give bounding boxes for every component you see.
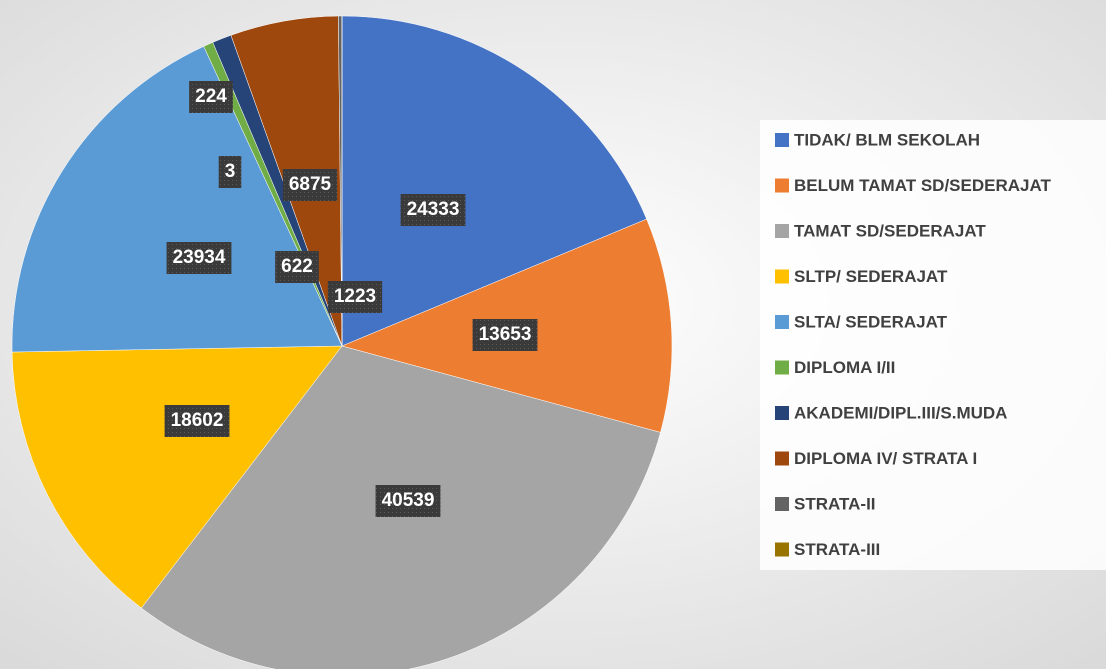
pie-slice bbox=[341, 15, 647, 347]
legend-swatch bbox=[775, 542, 789, 557]
legend-label: TAMAT SD/SEDERAJAT bbox=[794, 221, 986, 240]
data-label: 6875 bbox=[289, 174, 332, 195]
legend-box bbox=[760, 120, 1106, 570]
data-label: 40539 bbox=[382, 490, 435, 511]
legend-label: TIDAK/ BLM SEKOLAH bbox=[794, 130, 980, 149]
legend-label: STRATA-III bbox=[794, 540, 880, 559]
data-label-box bbox=[282, 169, 338, 201]
data-label: 13653 bbox=[479, 324, 532, 345]
data-label: 23934 bbox=[173, 247, 226, 268]
data-label-box bbox=[218, 156, 242, 188]
legend-label: BELUM TAMAT SD/SEDERAJAT bbox=[794, 176, 1052, 195]
legend-swatch bbox=[775, 451, 789, 466]
data-label-box bbox=[164, 405, 230, 437]
data-label: 1223 bbox=[334, 286, 376, 307]
legend-swatch bbox=[775, 178, 789, 193]
data-label-box bbox=[166, 242, 232, 274]
data-label-box bbox=[327, 281, 383, 313]
legend-swatch bbox=[775, 497, 789, 511]
legend-swatch bbox=[775, 315, 789, 329]
legend-label: SLTA/ SEDERAJAT bbox=[794, 312, 948, 331]
pie bbox=[11, 15, 673, 669]
data-labels: 24333 13653 40539 18602 23934 622 1223 6875 224 3 bbox=[164, 81, 538, 517]
legend-label: DIPLOMA IV/ STRATA I bbox=[794, 449, 977, 468]
data-label-box bbox=[275, 251, 319, 283]
legend-label: DIPLOMA I/II bbox=[794, 358, 895, 377]
legend-swatch bbox=[775, 269, 789, 284]
data-label: 622 bbox=[281, 256, 313, 277]
legend-swatch bbox=[775, 406, 789, 420]
pie-slice bbox=[11, 46, 343, 353]
legend-label: SLTP/ SEDERAJAT bbox=[794, 267, 948, 286]
data-label: 3 bbox=[225, 161, 236, 182]
data-label-box bbox=[375, 485, 441, 517]
data-label: 224 bbox=[195, 86, 227, 107]
pie-slice bbox=[11, 345, 343, 609]
legend-label: AKADEMI/DIPL.III/S.MUDA bbox=[794, 403, 1007, 422]
legend-label: STRATA-II bbox=[794, 494, 876, 513]
data-label-box bbox=[189, 81, 233, 113]
data-label-box bbox=[472, 319, 538, 351]
legend-swatch bbox=[775, 224, 789, 238]
legend-swatch bbox=[775, 360, 789, 375]
legend-swatch bbox=[775, 133, 789, 147]
data-label: 18602 bbox=[171, 410, 224, 431]
legend: TIDAK/ BLM SEKOLAH BELUM TAMAT SD/SEDERAJ… bbox=[775, 130, 1052, 559]
data-label-box bbox=[400, 194, 466, 226]
data-label: 24333 bbox=[407, 199, 460, 220]
